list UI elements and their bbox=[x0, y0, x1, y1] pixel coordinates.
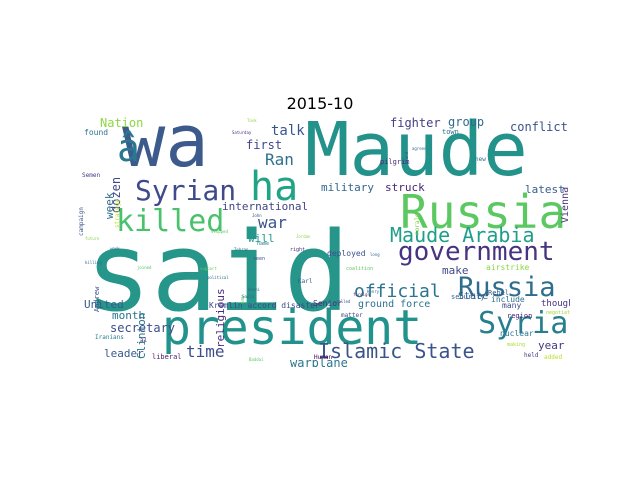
cloud-word: conflict bbox=[510, 120, 568, 134]
cloud-word: Jordan bbox=[296, 234, 311, 239]
cloud-word: international bbox=[222, 200, 309, 213]
cloud-word: Tehran bbox=[234, 247, 249, 252]
word-cloud: saidwaMaudepresidentRussianhaâSyriankill… bbox=[70, 117, 570, 367]
cloud-word: campaign bbox=[78, 206, 85, 236]
cloud-word: year bbox=[538, 339, 565, 352]
cloud-word: new bbox=[475, 156, 486, 163]
cloud-word: Vienna bbox=[560, 186, 570, 223]
cloud-word: State bbox=[458, 291, 489, 302]
cloud-word: future bbox=[85, 236, 100, 241]
cloud-word: said bbox=[85, 208, 350, 336]
cloud-word: leader bbox=[104, 347, 144, 360]
cloud-word: political bbox=[207, 275, 229, 280]
cloud-word: Syrian bbox=[135, 174, 237, 207]
cloud-word: security bbox=[451, 293, 485, 301]
cloud-word: latest bbox=[525, 183, 565, 196]
cloud-word: month bbox=[112, 309, 146, 322]
cloud-word: Saturday bbox=[232, 130, 252, 135]
cloud-word: time bbox=[186, 342, 225, 361]
cloud-word: United bbox=[84, 298, 124, 311]
cloud-word: liberal bbox=[152, 353, 182, 361]
cloud-word: wa bbox=[122, 117, 209, 183]
cloud-word: Nation bbox=[100, 117, 144, 130]
cloud-word: Maude Arabia bbox=[390, 223, 535, 247]
cloud-word: Rebel bbox=[488, 289, 510, 297]
cloud-word: brand bbox=[404, 151, 409, 164]
cloud-word: agreed bbox=[412, 146, 427, 151]
cloud-word: Semen bbox=[82, 172, 101, 179]
cloud-word: many bbox=[502, 301, 522, 310]
cloud-word: pilgrim bbox=[380, 158, 410, 166]
cloud-word: long bbox=[370, 252, 380, 257]
cloud-word: Karl bbox=[298, 278, 313, 285]
cloud-word: town bbox=[442, 128, 459, 136]
cloud-word: John bbox=[252, 213, 262, 218]
cloud-word: morale bbox=[414, 212, 421, 235]
cloud-word: president bbox=[162, 300, 423, 356]
cloud-word: matter bbox=[341, 312, 363, 319]
cloud-word: talk bbox=[271, 123, 305, 139]
cloud-word: foreign bbox=[353, 292, 370, 297]
cloud-word: fighter bbox=[390, 117, 441, 130]
cloud-word: called bbox=[336, 299, 351, 304]
chart-title: 2015-10 bbox=[286, 94, 354, 113]
cloud-word: Maude bbox=[305, 117, 528, 193]
cloud-word: Syria bbox=[478, 306, 569, 341]
cloud-word: making bbox=[507, 342, 526, 348]
cloud-word: â bbox=[117, 126, 140, 170]
cloud-word: nuclear bbox=[500, 329, 534, 338]
cloud-word: Iranians bbox=[95, 334, 124, 341]
cloud-word: Andrew bbox=[93, 286, 101, 313]
cloud-word: coalition bbox=[346, 266, 374, 272]
cloud-word: support bbox=[200, 266, 217, 271]
cloud-word: ground force bbox=[358, 299, 431, 310]
cloud-word: found bbox=[84, 128, 109, 137]
cloud-word: name bbox=[257, 241, 270, 247]
cloud-word: Russian bbox=[400, 185, 570, 239]
cloud-word: religious bbox=[214, 288, 227, 349]
cloud-word: added bbox=[544, 354, 563, 361]
cloud-word: make bbox=[442, 264, 469, 277]
cloud-word: warplane bbox=[290, 356, 348, 367]
cloud-word: killed bbox=[116, 204, 225, 239]
cloud-word: airstrike bbox=[486, 263, 530, 272]
cloud-word: Islamic State bbox=[318, 339, 475, 363]
cloud-word: region bbox=[507, 312, 533, 320]
cloud-word: group bbox=[448, 117, 485, 129]
cloud-word: Senior bbox=[313, 299, 342, 308]
cloud-word: Hosni bbox=[248, 287, 261, 292]
cloud-word: right bbox=[290, 247, 306, 253]
cloud-word: struck bbox=[385, 181, 425, 194]
cloud-word: Human bbox=[314, 354, 333, 361]
cloud-word: thought bbox=[541, 299, 570, 309]
cloud-word: joined bbox=[137, 265, 152, 270]
cloud-word: held bbox=[524, 352, 539, 359]
cloud-word: strategy bbox=[114, 198, 121, 228]
cloud-word: Kremlin accord disaster bbox=[209, 301, 320, 310]
cloud-word: Henry bbox=[367, 289, 380, 294]
cloud-word: include bbox=[491, 295, 525, 304]
cloud-word: deployed bbox=[327, 249, 366, 258]
cloud-word: killing bbox=[85, 260, 102, 265]
cloud-word: negotiation bbox=[546, 310, 570, 316]
cloud-word: war bbox=[258, 213, 287, 232]
cloud-word: Baddai bbox=[249, 357, 264, 362]
cloud-word: first bbox=[246, 138, 283, 152]
cloud-word: official bbox=[354, 281, 441, 302]
cloud-word: week bbox=[110, 246, 120, 251]
cloud-word: stopped bbox=[211, 229, 228, 234]
cloud-word: government bbox=[398, 237, 555, 267]
cloud-word: secretary bbox=[110, 321, 176, 335]
cloud-word: Russia bbox=[458, 272, 556, 303]
cloud-word: al bbox=[140, 337, 148, 344]
cloud-word: Task bbox=[247, 118, 257, 123]
cloud-word: will bbox=[248, 232, 275, 245]
cloud-word: Sadiq bbox=[242, 294, 255, 299]
cloud-word: military bbox=[321, 181, 374, 194]
cloud-word: Clinton bbox=[135, 312, 148, 360]
cloud-word: Ran bbox=[265, 150, 294, 169]
cloud-word: seen bbox=[253, 256, 266, 262]
cloud-word: ha bbox=[250, 164, 299, 210]
